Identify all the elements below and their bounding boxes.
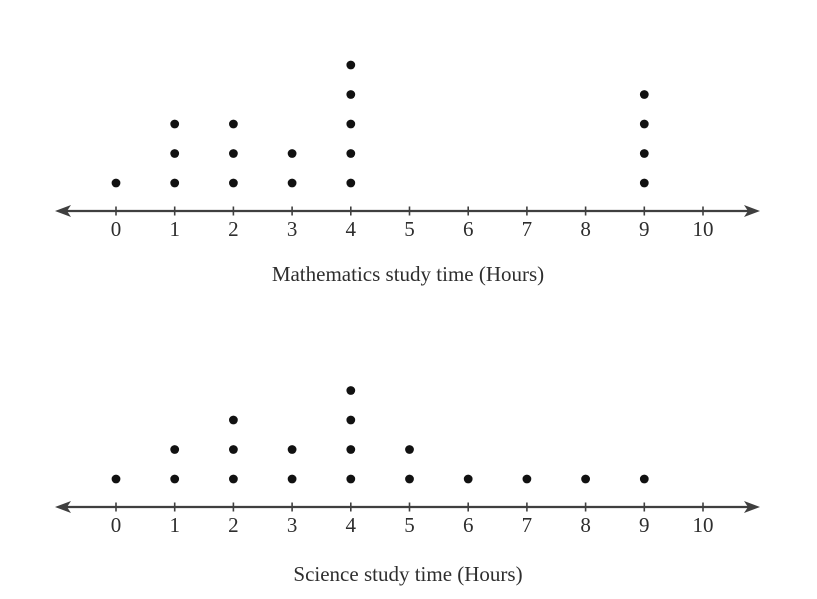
data-dot <box>346 445 356 454</box>
data-dot <box>170 445 180 454</box>
tick-label: 3 <box>287 217 298 241</box>
mathematics-dot-plot-layer: 0 1 2 3 4 5 6 7 8 9 10 <box>55 60 760 241</box>
mathematics-dot-plot-canvas: 0 1 2 3 4 5 6 7 8 9 10 Mathematics study time (Hou… <box>55 60 760 286</box>
data-dot <box>229 415 238 425</box>
axis-arrowhead-right <box>744 205 760 217</box>
science-plot-title: Science study time (Hours) <box>293 562 522 586</box>
mathematics-plot-title: Mathematics study time (Hours) <box>272 262 544 286</box>
data-dot <box>463 474 473 484</box>
data-dot <box>346 386 356 395</box>
tick-label: 0 <box>111 513 122 537</box>
tick-label: 10 <box>693 217 714 241</box>
axis-arrowhead-left <box>55 205 71 217</box>
tick-label: 2 <box>228 513 239 537</box>
axis-arrowhead-left <box>55 501 71 513</box>
data-dot <box>522 474 532 484</box>
tick-label: 9 <box>639 217 650 241</box>
data-dot <box>170 474 180 484</box>
data-dot <box>111 474 121 484</box>
tick-label: 4 <box>346 513 357 537</box>
tick-label: 5 <box>404 513 415 537</box>
data-dot <box>287 445 297 454</box>
tick-label: 8 <box>580 217 591 241</box>
data-dot <box>287 178 297 188</box>
tick-label: 2 <box>228 217 239 241</box>
axis-arrowhead-right <box>744 501 760 513</box>
data-dot <box>639 149 649 158</box>
tick-label: 10 <box>693 513 714 537</box>
data-dot <box>639 90 649 99</box>
data-dot <box>639 178 649 188</box>
data-dot <box>405 474 414 484</box>
tick-label: 8 <box>580 513 591 537</box>
tick-label: 9 <box>639 513 650 537</box>
data-dot <box>639 119 649 129</box>
data-dot <box>170 119 180 129</box>
tick-label: 1 <box>169 513 180 537</box>
tick-label: 6 <box>463 217 474 241</box>
data-dot <box>346 119 356 129</box>
science-dot-plot: 0 1 2 3 4 5 6 7 8 9 10 Science study time (Hours) <box>0 300 817 599</box>
data-dot <box>405 445 414 454</box>
data-dot <box>639 474 649 484</box>
data-dot <box>229 149 238 158</box>
data-dot <box>346 178 356 188</box>
data-dot <box>229 474 238 484</box>
data-dot <box>229 119 238 129</box>
tick-label: 6 <box>463 513 474 537</box>
science-dot-plot-canvas: 0 1 2 3 4 5 6 7 8 9 10 Science study time (Hours) <box>55 386 760 586</box>
data-dot <box>346 149 356 158</box>
data-dot <box>346 90 356 99</box>
data-dot <box>170 178 180 188</box>
mathematics-dot-plot: 0 1 2 3 4 5 6 7 8 9 10 Mathematics study time (Hou… <box>55 60 760 286</box>
tick-label: 0 <box>111 217 122 241</box>
data-dot <box>170 149 180 158</box>
tick-label: 7 <box>522 217 533 241</box>
tick-label: 7 <box>522 513 533 537</box>
tick-label: 1 <box>169 217 180 241</box>
data-dot <box>346 60 356 70</box>
data-dot <box>229 445 238 454</box>
data-dot <box>229 178 238 188</box>
data-dot <box>287 474 297 484</box>
science-dot-plot-layer: 0 1 2 3 4 5 6 7 8 9 10 <box>55 386 760 537</box>
tick-label: 5 <box>404 217 415 241</box>
tick-label: 3 <box>287 513 298 537</box>
data-dot <box>287 149 297 158</box>
data-dot <box>346 415 356 425</box>
data-dot <box>111 178 121 188</box>
tick-label: 4 <box>346 217 357 241</box>
data-dot <box>581 474 590 484</box>
data-dot <box>346 474 356 484</box>
